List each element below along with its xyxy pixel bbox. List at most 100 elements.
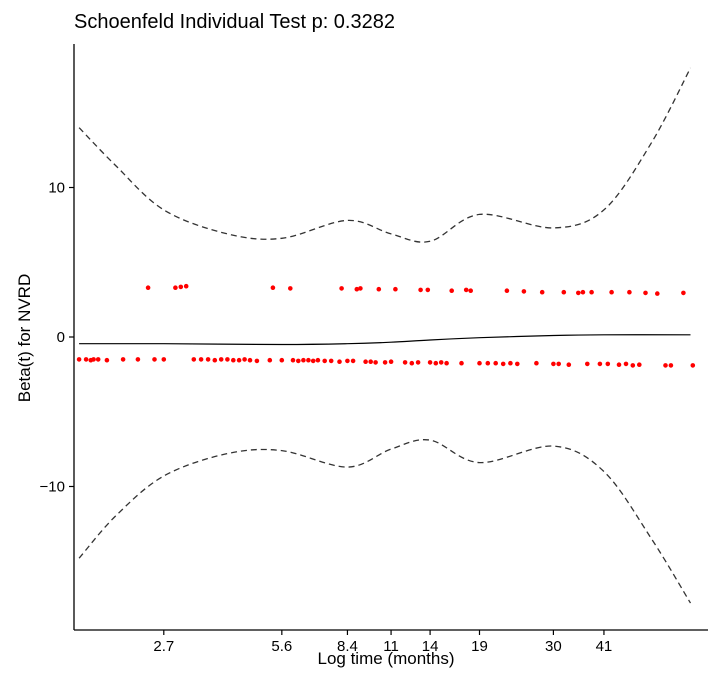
x-tick-label: 2.7 bbox=[153, 638, 174, 655]
residual-point bbox=[376, 286, 382, 292]
residual-point bbox=[463, 287, 469, 293]
fit-line bbox=[79, 334, 691, 346]
residual-point bbox=[438, 360, 444, 365]
residual-point bbox=[643, 290, 648, 296]
residual-point bbox=[585, 361, 590, 367]
residual-point bbox=[212, 357, 218, 363]
residual-points bbox=[76, 283, 696, 368]
residual-point bbox=[145, 285, 151, 291]
residual-point bbox=[218, 357, 224, 362]
residual-point bbox=[373, 360, 378, 365]
residual-point bbox=[95, 357, 101, 362]
residual-point bbox=[504, 288, 510, 294]
residual-point bbox=[288, 286, 293, 291]
residual-point bbox=[315, 357, 321, 363]
residual-point bbox=[433, 360, 439, 366]
residual-point bbox=[236, 357, 242, 363]
x-tick-label: 11 bbox=[383, 638, 399, 655]
y-axis-title: Beta(t) for NVRD bbox=[15, 274, 34, 402]
residual-point bbox=[580, 289, 586, 295]
residual-point bbox=[418, 287, 423, 293]
residual-point bbox=[589, 289, 594, 295]
residual-point bbox=[630, 363, 636, 368]
residual-point bbox=[205, 357, 211, 362]
residual-point bbox=[415, 360, 421, 365]
residual-point bbox=[515, 361, 520, 367]
x-tick-label: 30 bbox=[545, 638, 562, 655]
residual-point bbox=[508, 360, 513, 366]
residual-point bbox=[681, 290, 686, 296]
residual-point bbox=[83, 357, 89, 362]
residual-point bbox=[135, 357, 141, 362]
residual-point bbox=[242, 357, 247, 362]
residual-point bbox=[120, 357, 126, 362]
residual-point bbox=[337, 359, 342, 365]
axes: 2.7 5.6 8.4 11 14 19 30 41 −10 0 10 bbox=[40, 44, 708, 655]
residual-point bbox=[198, 357, 204, 362]
residual-point bbox=[301, 357, 306, 363]
residual-point bbox=[539, 289, 545, 295]
residual-point bbox=[104, 357, 110, 363]
residual-point bbox=[663, 363, 668, 368]
residual-point bbox=[637, 362, 642, 368]
residual-point bbox=[605, 361, 611, 367]
residual-point bbox=[363, 359, 368, 365]
residual-point bbox=[270, 285, 276, 291]
residual-point bbox=[350, 358, 356, 364]
residual-point bbox=[354, 286, 360, 292]
residual-point bbox=[388, 359, 394, 365]
confidence-band bbox=[78, 67, 692, 604]
residual-point bbox=[449, 288, 455, 294]
residual-point bbox=[551, 361, 556, 367]
residual-point bbox=[161, 357, 167, 362]
x-tick-label: 8.4 bbox=[337, 638, 358, 655]
residual-point bbox=[493, 360, 499, 366]
residual-point bbox=[247, 357, 253, 363]
residual-point bbox=[328, 358, 334, 364]
residual-point bbox=[358, 286, 363, 291]
residual-point bbox=[368, 359, 374, 365]
y-tick-label: 0 bbox=[57, 329, 65, 346]
chart-title: Schoenfeld Individual Test p: 0.3282 bbox=[74, 11, 395, 33]
residual-point bbox=[178, 284, 184, 290]
residual-point bbox=[576, 290, 581, 296]
residual-point bbox=[191, 357, 197, 362]
residual-point bbox=[91, 357, 96, 362]
x-tick-label: 5.6 bbox=[271, 638, 292, 655]
residual-point bbox=[183, 283, 189, 289]
fit-line-group bbox=[79, 334, 691, 346]
residual-point bbox=[306, 357, 311, 363]
residual-point bbox=[500, 361, 506, 367]
residual-point bbox=[477, 360, 482, 366]
residual-point bbox=[609, 289, 614, 295]
x-axis-title: Log time (months) bbox=[318, 649, 455, 668]
residual-point bbox=[402, 360, 408, 365]
residual-point bbox=[616, 362, 622, 368]
residual-point bbox=[459, 360, 464, 366]
residual-point bbox=[296, 358, 301, 364]
residual-point bbox=[173, 285, 178, 291]
residual-point bbox=[655, 291, 660, 296]
residual-point bbox=[627, 289, 632, 295]
residual-point bbox=[76, 357, 82, 362]
residual-point bbox=[521, 289, 527, 294]
residual-point bbox=[427, 360, 433, 365]
residual-point bbox=[322, 358, 328, 364]
residual-point bbox=[382, 360, 388, 365]
residual-point bbox=[231, 357, 236, 363]
x-tick-label: 19 bbox=[471, 638, 488, 655]
residual-point bbox=[279, 357, 285, 363]
residual-point bbox=[468, 288, 474, 294]
residual-point bbox=[425, 287, 431, 293]
x-tick-label: 41 bbox=[596, 638, 613, 655]
residual-point bbox=[310, 358, 316, 364]
x-tick-label: 14 bbox=[422, 638, 439, 655]
y-tick-label: 10 bbox=[48, 180, 65, 197]
residual-point bbox=[290, 357, 296, 363]
residual-point bbox=[556, 361, 561, 367]
residual-point bbox=[345, 358, 350, 364]
residual-point bbox=[393, 286, 398, 292]
residual-point bbox=[225, 357, 230, 362]
